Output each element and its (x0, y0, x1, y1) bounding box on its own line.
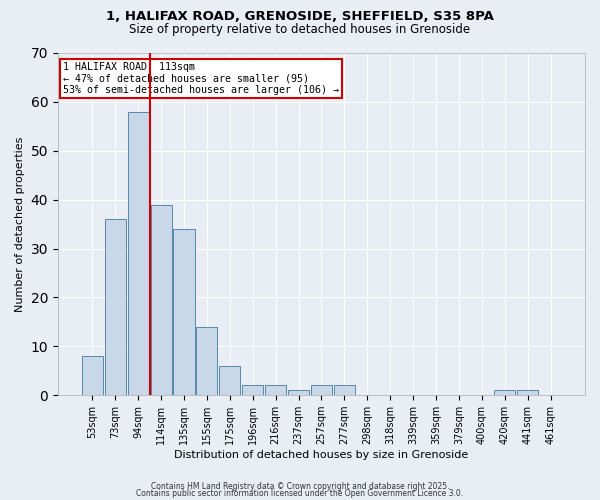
Bar (128, 112, 149, 395)
Bar (311, 386, 332, 395)
Text: 1, HALIFAX ROAD, GRENOSIDE, SHEFFIELD, S35 8PA: 1, HALIFAX ROAD, GRENOSIDE, SHEFFIELD, S… (106, 10, 494, 23)
Bar (242, 386, 263, 395)
Text: 1 HALIFAX ROAD: 113sqm
← 47% of detached houses are smaller (95)
53% of semi-det: 1 HALIFAX ROAD: 113sqm ← 47% of detached… (63, 62, 339, 95)
Bar (517, 390, 538, 395)
Text: Size of property relative to detached houses in Grenoside: Size of property relative to detached ho… (130, 22, 470, 36)
Bar (288, 390, 309, 395)
Bar (196, 327, 217, 395)
Bar (265, 386, 286, 395)
Text: Contains public sector information licensed under the Open Government Licence 3.: Contains public sector information licen… (136, 489, 464, 498)
Bar (105, 219, 126, 395)
Y-axis label: Number of detached properties: Number of detached properties (15, 136, 25, 312)
X-axis label: Distribution of detached houses by size in Grenoside: Distribution of detached houses by size … (175, 450, 469, 460)
Bar (82, 356, 103, 395)
Bar (151, 204, 172, 395)
Bar (494, 390, 515, 395)
Bar (334, 386, 355, 395)
Bar (173, 229, 194, 395)
Bar (219, 366, 241, 395)
Text: Contains HM Land Registry data © Crown copyright and database right 2025.: Contains HM Land Registry data © Crown c… (151, 482, 449, 491)
